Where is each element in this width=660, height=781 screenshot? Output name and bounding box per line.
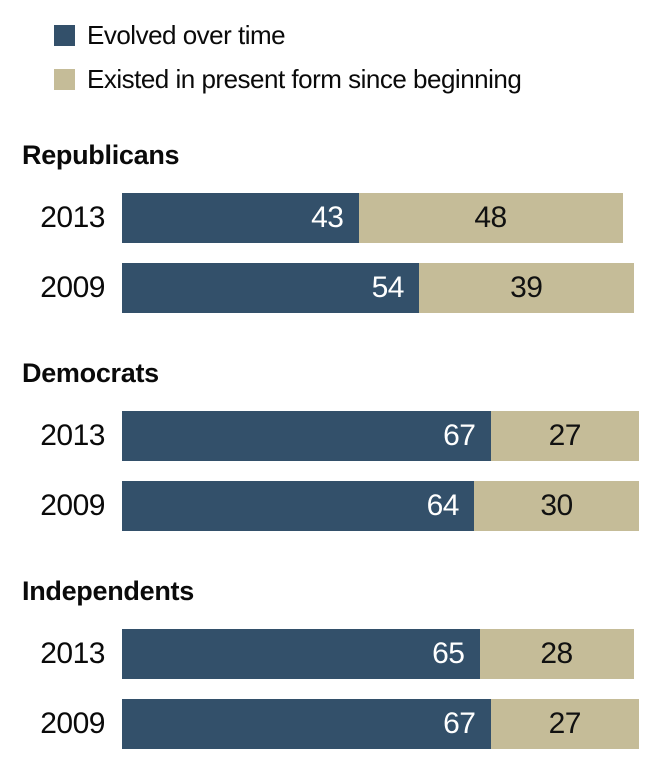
bar-segment-existed: 48 bbox=[358, 193, 623, 244]
bar-row: 2009 67 27 bbox=[0, 699, 660, 750]
stacked-bar: 64 30 bbox=[122, 481, 639, 532]
group-heading: Democrats bbox=[22, 358, 159, 389]
bar-segment-evolved: 67 bbox=[122, 411, 491, 462]
bar-row: 2013 43 48 bbox=[0, 193, 660, 244]
chart-group: Republicans 2013 43 48 2009 54 39 bbox=[0, 140, 660, 314]
bar-segment-evolved: 54 bbox=[122, 263, 419, 314]
chart-group: Democrats 2013 67 27 2009 64 30 bbox=[0, 358, 660, 532]
legend-item-existed: Existed in present form since beginning bbox=[54, 64, 660, 95]
legend-label-existed: Existed in present form since beginning bbox=[87, 64, 522, 94]
value-label: 65 bbox=[432, 637, 465, 671]
bar-segment-evolved: 65 bbox=[122, 629, 480, 680]
value-label: 67 bbox=[443, 707, 476, 741]
value-label: 39 bbox=[510, 271, 543, 305]
value-label: 27 bbox=[548, 419, 582, 453]
chart-group: Independents 2013 65 28 2009 67 27 bbox=[0, 576, 660, 750]
bar-segment-existed: 30 bbox=[474, 481, 639, 532]
legend-item-evolved: Evolved over time bbox=[54, 20, 660, 51]
bar-row: 2009 64 30 bbox=[0, 481, 660, 532]
year-label: 2013 bbox=[40, 201, 105, 235]
bar-segment-evolved: 67 bbox=[122, 699, 491, 750]
legend-label-evolved: Evolved over time bbox=[87, 20, 286, 50]
bar-segment-evolved: 43 bbox=[122, 193, 359, 244]
stacked-bar: 43 48 bbox=[122, 193, 623, 244]
value-label: 54 bbox=[371, 271, 405, 305]
value-label: 28 bbox=[540, 637, 573, 671]
bar-segment-existed: 39 bbox=[419, 263, 634, 314]
bar-row: 2009 54 39 bbox=[0, 263, 660, 314]
year-label: 2013 bbox=[40, 419, 105, 453]
value-label: 48 bbox=[474, 201, 507, 235]
legend-swatch-evolved-icon bbox=[54, 25, 75, 46]
group-heading: Independents bbox=[22, 576, 194, 607]
stacked-bar: 54 39 bbox=[122, 263, 634, 314]
stacked-bar: 67 27 bbox=[122, 411, 639, 462]
year-label: 2009 bbox=[40, 707, 105, 741]
bar-segment-existed: 27 bbox=[490, 699, 639, 750]
legend-swatch-existed-icon bbox=[54, 69, 75, 90]
year-label: 2013 bbox=[40, 637, 105, 671]
year-label: 2009 bbox=[40, 489, 105, 523]
chart-legend: Evolved over time Existed in present for… bbox=[0, 0, 660, 95]
bar-row: 2013 65 28 bbox=[0, 629, 660, 680]
stacked-bar: 65 28 bbox=[122, 629, 634, 680]
bar-segment-existed: 27 bbox=[490, 411, 639, 462]
bar-segment-existed: 28 bbox=[479, 629, 634, 680]
bar-segment-evolved: 64 bbox=[122, 481, 474, 532]
value-label: 43 bbox=[311, 201, 344, 235]
value-label: 64 bbox=[426, 489, 460, 523]
value-label: 67 bbox=[443, 419, 476, 453]
stacked-bar-chart: Evolved over time Existed in present for… bbox=[0, 0, 660, 750]
value-label: 30 bbox=[540, 489, 573, 523]
bar-row: 2013 67 27 bbox=[0, 411, 660, 462]
group-heading: Republicans bbox=[22, 140, 180, 170]
year-label: 2009 bbox=[40, 271, 105, 305]
stacked-bar: 67 27 bbox=[122, 699, 639, 750]
value-label: 27 bbox=[548, 707, 582, 741]
chart-groups: Republicans 2013 43 48 2009 54 39 Democrats 2013… bbox=[0, 140, 660, 750]
